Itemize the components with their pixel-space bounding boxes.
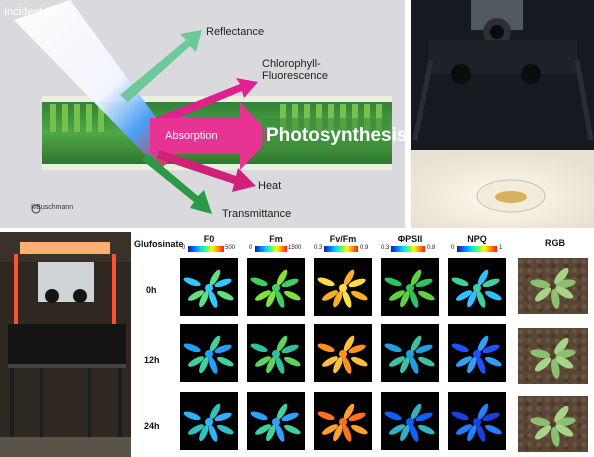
scale-min-fv-fm: 0.3 xyxy=(314,245,323,251)
imaging-rig-photo xyxy=(0,232,131,457)
colorscale-f0 xyxy=(188,246,224,252)
fluorescence-image-3-1 xyxy=(314,258,372,316)
rgb-image-2 xyxy=(518,328,588,384)
fluorescence-image-4-2 xyxy=(381,324,439,382)
column-title-rgb: RGB xyxy=(545,238,565,248)
scale-max-f0: 500 xyxy=(225,245,236,251)
rgb-image-3 xyxy=(518,396,588,452)
incident-light-label: Incident light xyxy=(4,6,66,18)
fluorescence-image-1-3 xyxy=(180,392,238,450)
leaf-light-diagram: Incident light Reflectance Chlorophyll- … xyxy=(0,0,405,228)
colorscale-fv-fm xyxy=(324,246,358,252)
reflectance-label: Reflectance xyxy=(206,26,265,38)
fluorescence-image-4-3 xyxy=(381,392,439,450)
leaf-diagram-graphic xyxy=(14,0,392,214)
colorscale-fm xyxy=(255,246,287,252)
colorscale-phi-psii xyxy=(391,246,425,252)
transmittance-label: Transmittance xyxy=(222,208,292,220)
fluorescence-image-grid: Glufosinate F0 Fm Fv/Fm ΦPSII NPQ RGB 0 … xyxy=(132,232,594,457)
camera-photo xyxy=(411,0,594,228)
row-label-12h: 12h xyxy=(144,355,160,365)
copyright-label: ©Buschmann xyxy=(31,204,74,211)
fluorescence-image-4-1 xyxy=(381,258,439,316)
scale-max-phi-psii: 0.8 xyxy=(427,245,436,251)
fluorescence-image-5-1 xyxy=(448,258,506,316)
scale-min-f0: 0 xyxy=(182,245,186,251)
fluorescence-image-2-1 xyxy=(247,258,305,316)
column-title-phi-psii: ΦPSII xyxy=(397,234,423,244)
scale-min-npq: 0 xyxy=(451,245,455,251)
row-label-0h: 0h xyxy=(146,285,157,295)
photosynthesis-label: Photosynthesis xyxy=(266,125,405,146)
fluorescence-image-1-2 xyxy=(180,324,238,382)
treatment-label: Glufosinate xyxy=(134,239,184,249)
fluorescence-image-5-2 xyxy=(448,324,506,382)
rgb-image-1 xyxy=(518,258,588,314)
heat-label: Heat xyxy=(258,180,282,192)
fluorescence-image-3-2 xyxy=(314,324,372,382)
imaging-rig-graphic xyxy=(0,232,131,457)
fluorescence-image-2-3 xyxy=(247,392,305,450)
column-title-npq: NPQ xyxy=(467,234,487,244)
column-title-fm: Fm xyxy=(269,234,283,244)
absorption-label: Absorption xyxy=(165,130,218,142)
column-title-f0: F0 xyxy=(203,234,215,244)
scale-max-fm: 1500 xyxy=(288,245,302,251)
fluorescence-image-3-3 xyxy=(314,392,372,450)
fluorescence-image-2-2 xyxy=(247,324,305,382)
column-title-fv-fm: Fv/Fm xyxy=(329,234,357,244)
chlorophyll-fluorescence-label: Chlorophyll- Fluorescence xyxy=(262,58,329,82)
colorscale-npq xyxy=(457,246,497,252)
scale-min-fm: 0 xyxy=(249,245,253,251)
camera-graphic xyxy=(411,0,594,228)
scale-max-npq: 1 xyxy=(499,245,503,251)
fluorescence-image-1-1 xyxy=(180,258,238,316)
scale-min-phi-psii: 0.3 xyxy=(381,245,390,251)
row-label-24h: 24h xyxy=(144,421,160,431)
scale-max-fv-fm: 0.9 xyxy=(360,245,369,251)
fluorescence-image-5-3 xyxy=(448,392,506,450)
